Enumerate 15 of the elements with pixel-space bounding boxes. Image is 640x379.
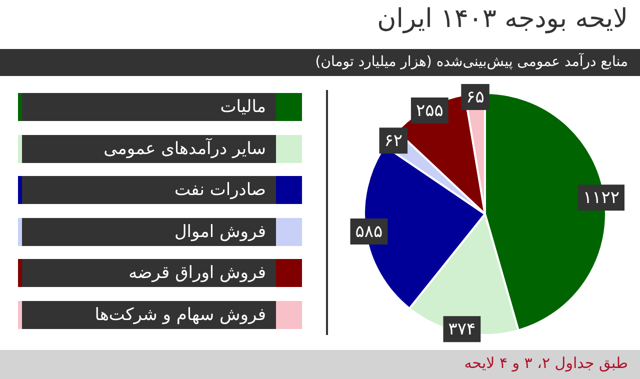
data-label: ۲۵۵ bbox=[416, 100, 444, 121]
legend-label: فروش اموال bbox=[174, 220, 266, 244]
data-label: ۱۱۲۲ bbox=[582, 188, 620, 208]
data-label: ۶۵ bbox=[466, 87, 484, 108]
chart-subtitle: منابع درآمد عمومی پیش‌بینی‌شده (هزار میلیارد تومان) bbox=[0, 49, 640, 76]
legend-label: مالیات bbox=[220, 96, 266, 119]
text: طبق جداول ۲، ۳ و ۴ لایحه bbox=[464, 354, 628, 372]
legend-label: سایر درآمدهای عمومی bbox=[104, 137, 266, 160]
chart-title: لایحه بودجه ۱۴۰۳ ایران bbox=[377, 4, 628, 34]
legend-label: فروش اوراق قرضه bbox=[128, 262, 266, 285]
legend-label: فروش سهام و شرکت‌ها bbox=[94, 304, 266, 326]
data-label: ۶۲ bbox=[384, 131, 403, 152]
data-label: ۵۸۵ bbox=[355, 222, 383, 242]
data-label: ۳۷۴ bbox=[448, 320, 476, 340]
legend-label: صادرات نفت bbox=[174, 179, 266, 202]
